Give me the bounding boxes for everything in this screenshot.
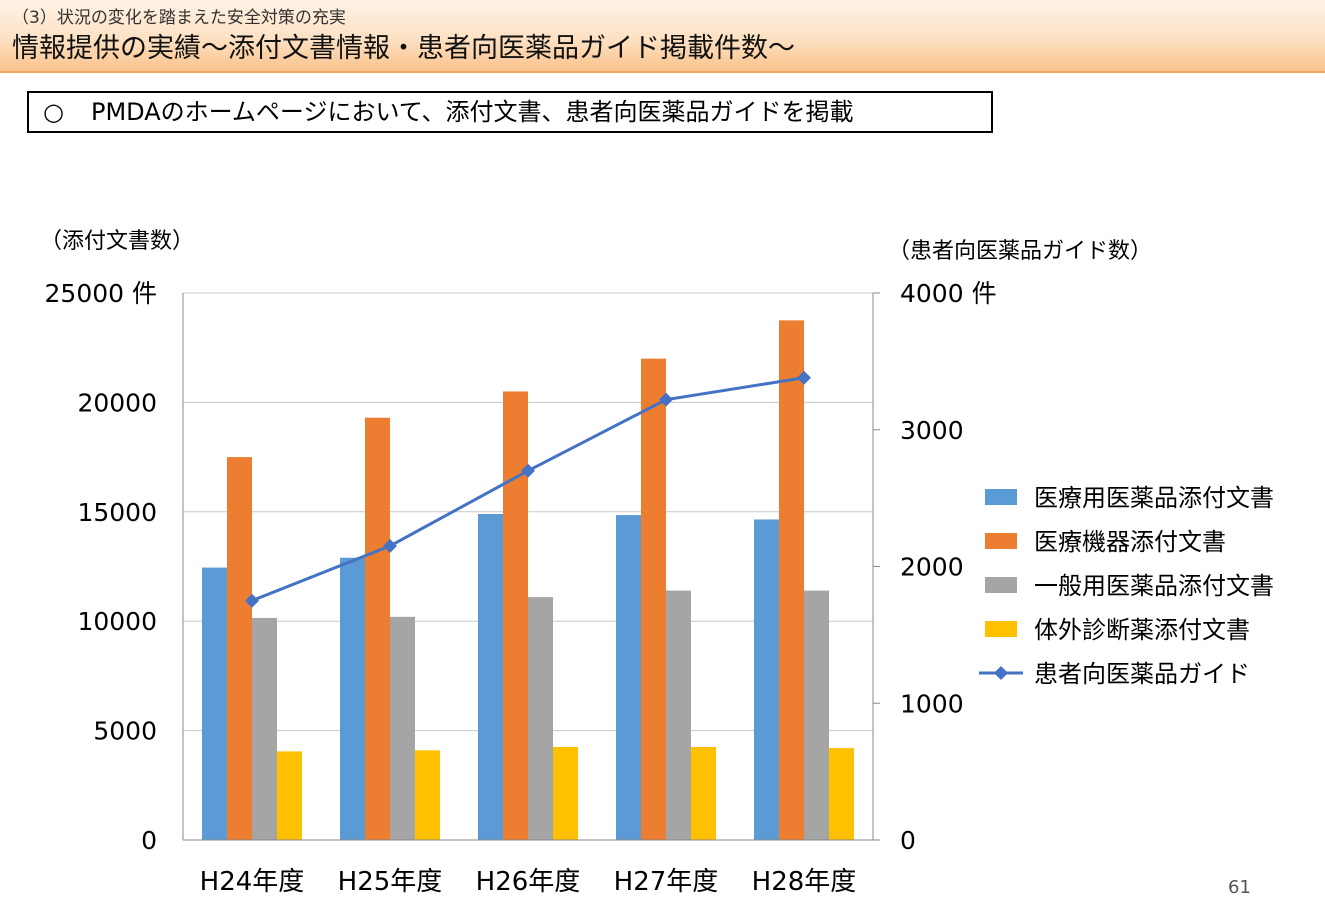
x-tick-label: H26年度 [476, 867, 581, 897]
legend: 医療用医薬品添付文書医療機器添付文書一般用医薬品添付文書体外診断薬添付文書患者向… [979, 484, 1274, 688]
y-tick-label-left: 20000 [77, 388, 157, 417]
legend-label: 一般用医薬品添付文書 [1034, 572, 1274, 600]
y-axis-title-left: （添付文書数） [40, 229, 194, 254]
axis-labels: 0 5000 10000 15000 20000 25000 件 0 1000 2000 3000… [40, 229, 1152, 897]
line-point [797, 370, 811, 385]
bar [227, 457, 252, 840]
notice-text: PMDAのホームページにおいて、添付文書、患者向医薬品ガイドを掲載 [91, 98, 854, 126]
circle-bullet-icon: ○ [43, 98, 64, 126]
x-tick-label: H24年度 [200, 867, 305, 897]
bar [503, 391, 528, 840]
y-tick-label-right: 2000 [900, 553, 964, 582]
legend-label: 医療機器添付文書 [1034, 528, 1226, 556]
bar [553, 747, 578, 840]
bar [252, 617, 277, 840]
y-tick-label-left: 15000 [77, 498, 157, 527]
line-point [659, 392, 673, 407]
bar [691, 747, 716, 840]
y-tick-label-left: 25000 件 [45, 279, 157, 308]
y-axis-title-right: （患者向医薬品ガイド数） [888, 239, 1152, 264]
line-point [383, 538, 397, 553]
y-tick-label-left: 10000 [77, 607, 157, 636]
y-tick-label-left: 0 [141, 826, 157, 855]
bar [340, 557, 365, 840]
x-tick-label: H28年度 [752, 867, 857, 897]
legend-marker [994, 666, 1008, 680]
line-point [245, 593, 259, 608]
slide-subtitle: （3）状況の変化を踏まえた安全対策の充実 [12, 8, 346, 28]
x-tick-label: H25年度 [338, 867, 443, 897]
y-tick-label-right: 4000 件 [900, 279, 997, 308]
legend-label: 体外診断薬添付文書 [1034, 616, 1250, 644]
guide-line [245, 370, 811, 608]
legend-swatch [985, 577, 1017, 593]
legend-swatch [985, 489, 1017, 505]
bar [478, 513, 503, 840]
bar [641, 358, 666, 840]
bar [829, 748, 854, 840]
line-point [521, 463, 535, 478]
axes [182, 292, 880, 841]
bar [754, 519, 779, 840]
bar [616, 515, 641, 840]
bar [202, 567, 227, 840]
slide-title: 情報提供の実績〜添付文書情報・患者向医薬品ガイド掲載件数〜 [12, 33, 795, 64]
bars [202, 320, 854, 841]
legend-label: 医療用医薬品添付文書 [1034, 484, 1274, 512]
y-tick-label-right: 3000 [900, 416, 964, 445]
x-tick-label: H27年度 [614, 867, 719, 897]
bar [528, 597, 553, 840]
legend-swatch [985, 533, 1017, 549]
bar [415, 750, 440, 840]
bar [365, 417, 390, 840]
notice-box: ○ PMDAのホームページにおいて、添付文書、患者向医薬品ガイドを掲載 [27, 91, 993, 133]
bar [666, 590, 691, 840]
y-tick-label-left: 5000 [93, 717, 157, 746]
bar [390, 616, 415, 840]
y-tick-label-right: 0 [900, 826, 916, 855]
legend-swatch [985, 621, 1017, 637]
legend-label: 患者向医薬品ガイド [1034, 660, 1250, 688]
bar [804, 590, 829, 840]
bar [277, 751, 302, 840]
page-number: 61 [1228, 877, 1251, 898]
slide-header: （3）状況の変化を踏まえた安全対策の充実 情報提供の実績〜添付文書情報・患者向医… [0, 0, 1325, 73]
bar [779, 320, 804, 841]
y-tick-label-right: 1000 [900, 689, 964, 718]
